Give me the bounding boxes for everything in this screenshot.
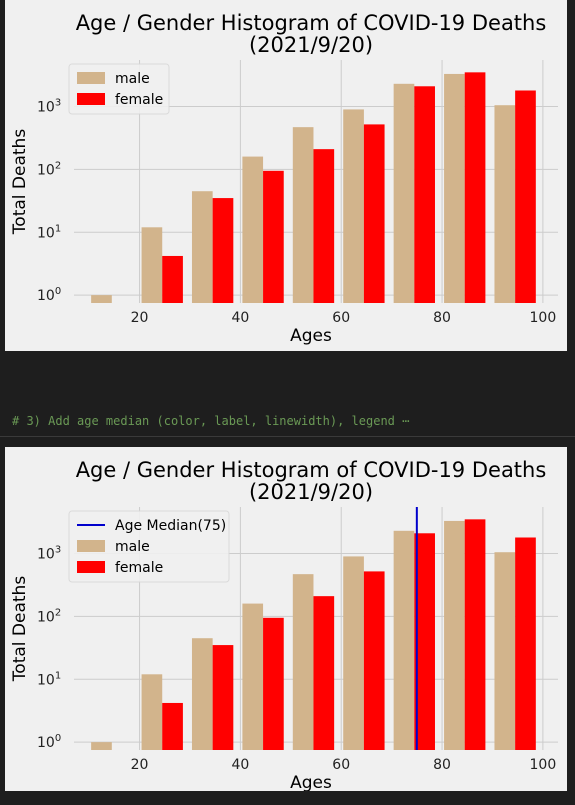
chart-subtitle: (2021/9/20) bbox=[249, 480, 373, 504]
bars bbox=[91, 519, 536, 750]
bars bbox=[91, 72, 536, 304]
chart-title: Age / Gender Histogram of COVID-19 Death… bbox=[76, 458, 547, 482]
code-ellipsis: ⋯ bbox=[402, 414, 410, 428]
y-axis-label: Total Deaths bbox=[10, 129, 30, 236]
male-bar-60 bbox=[343, 109, 364, 303]
male-bar-80 bbox=[444, 73, 465, 304]
male-bar-50 bbox=[292, 127, 314, 303]
male-bar-90 bbox=[494, 552, 516, 750]
legend-box bbox=[68, 510, 230, 583]
legend-label: female bbox=[115, 92, 163, 108]
female-bar-90 bbox=[515, 537, 536, 750]
code-comment[interactable]: # 3) Add age median (color, label, linew… bbox=[12, 414, 409, 428]
x-tick-label: 100 bbox=[530, 310, 557, 326]
x-axis-label: Ages bbox=[290, 326, 332, 346]
legend-female-swatch bbox=[77, 561, 105, 573]
male-bar-30 bbox=[191, 638, 213, 750]
male-bar-30 bbox=[191, 191, 213, 303]
male-bar-40 bbox=[242, 156, 264, 303]
female-bar-90 bbox=[515, 90, 536, 303]
male-bar-10 bbox=[91, 295, 112, 303]
histogram-chart-2: Age / Gender Histogram of COVID-19 Death… bbox=[10, 458, 558, 791]
male-bar-20 bbox=[141, 674, 163, 750]
female-bar-60 bbox=[363, 124, 385, 303]
male-bar-90 bbox=[494, 105, 516, 304]
male-bar-70 bbox=[393, 530, 415, 750]
male-bar-10 bbox=[91, 742, 112, 750]
y-tick-label: 102 bbox=[37, 607, 61, 625]
legend-label: male bbox=[115, 71, 150, 87]
male-bar-40 bbox=[242, 603, 264, 750]
y-tick-label: 103 bbox=[37, 545, 61, 563]
x-tick-label: 80 bbox=[433, 310, 451, 326]
female-bar-50 bbox=[313, 596, 335, 750]
x-tick-label: 20 bbox=[131, 310, 149, 326]
legend-label: male bbox=[115, 539, 150, 555]
female-bar-40 bbox=[263, 170, 284, 303]
male-bar-50 bbox=[292, 574, 314, 750]
histogram-chart-1: Age / Gender Histogram of COVID-19 Death… bbox=[10, 11, 558, 346]
histogram-figure-2: Age / Gender Histogram of COVID-19 Death… bbox=[5, 447, 567, 791]
x-tick-label: 100 bbox=[530, 757, 557, 773]
y-tick-label: 100 bbox=[37, 733, 61, 751]
histogram-figure-1: Age / Gender Histogram of COVID-19 Death… bbox=[5, 0, 567, 351]
female-bar-60 bbox=[363, 571, 385, 750]
female-bar-80 bbox=[464, 519, 486, 750]
female-bar-20 bbox=[162, 255, 183, 303]
male-bar-20 bbox=[141, 227, 163, 303]
female-bar-40 bbox=[263, 617, 284, 750]
code-comment-text: # 3) Add age median (color, label, linew… bbox=[12, 414, 395, 428]
female-bar-80 bbox=[464, 72, 486, 304]
female-bar-70 bbox=[414, 86, 435, 303]
y-tick-label: 103 bbox=[37, 98, 61, 116]
x-axis-label: Ages bbox=[290, 773, 332, 791]
y-tick-label: 100 bbox=[37, 286, 61, 304]
male-bar-60 bbox=[343, 556, 364, 750]
legend: male female bbox=[68, 63, 170, 115]
y-tick-label: 102 bbox=[37, 160, 61, 178]
chart-title: Age / Gender Histogram of COVID-19 Death… bbox=[76, 11, 547, 35]
chart-subtitle: (2021/9/20) bbox=[249, 33, 373, 57]
legend-male-swatch bbox=[77, 540, 105, 552]
x-tick-label: 60 bbox=[332, 310, 350, 326]
legend-female-swatch bbox=[77, 93, 105, 105]
legend-label: Age Median(75) bbox=[115, 518, 226, 534]
female-bar-30 bbox=[212, 645, 234, 750]
x-tick-label: 20 bbox=[131, 757, 149, 773]
legend: Age Median(75) male female bbox=[68, 510, 230, 583]
female-bar-20 bbox=[162, 702, 183, 750]
x-tick-label: 40 bbox=[231, 757, 249, 773]
x-tick-label: 60 bbox=[332, 757, 350, 773]
female-bar-70 bbox=[414, 533, 435, 750]
x-tick-label: 40 bbox=[231, 310, 249, 326]
y-axis-label: Total Deaths bbox=[10, 576, 30, 683]
legend-label: female bbox=[115, 560, 163, 576]
female-bar-50 bbox=[313, 149, 335, 303]
male-bar-70 bbox=[393, 83, 415, 303]
y-tick-label: 101 bbox=[37, 670, 61, 688]
cell-separator bbox=[0, 436, 575, 437]
y-tick-label: 101 bbox=[37, 223, 61, 241]
legend-male-swatch bbox=[77, 72, 105, 84]
female-bar-30 bbox=[212, 198, 234, 303]
x-tick-label: 80 bbox=[433, 757, 451, 773]
male-bar-80 bbox=[444, 520, 465, 750]
